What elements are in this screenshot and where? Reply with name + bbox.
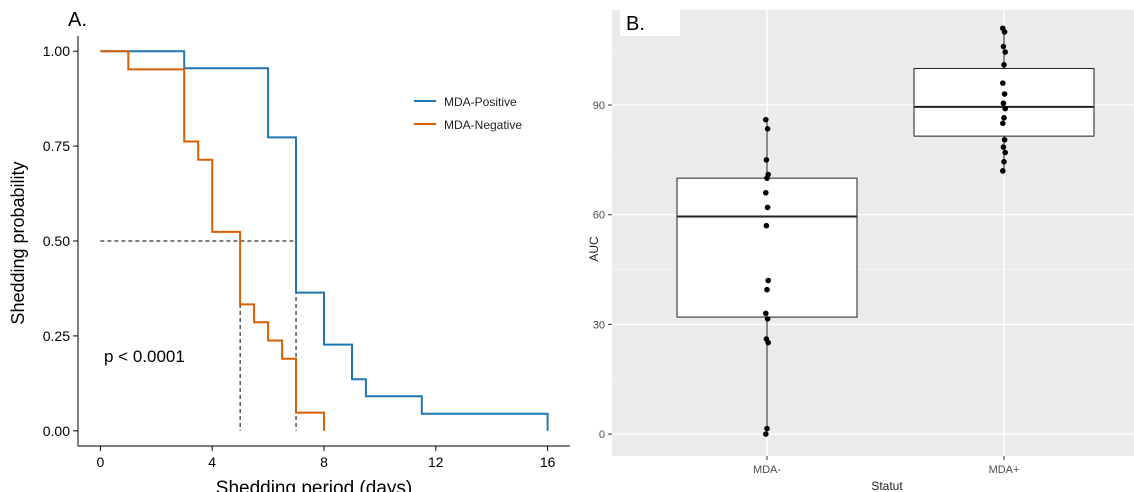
series-line-mda-positive	[100, 50, 549, 431]
y-tick-label: 0.75	[43, 138, 70, 154]
y-tick-label: 0.50	[43, 233, 70, 249]
panel-a-legend: MDA-Positive MDA-Negative	[414, 95, 522, 132]
data-point-mda-negative	[764, 126, 771, 132]
panel-b-boxes	[676, 25, 1095, 437]
data-point-mda-positive	[1001, 136, 1008, 143]
data-point-mda-positive	[1000, 120, 1006, 127]
data-point-mda-negative	[763, 336, 770, 342]
series-line-mda-negative	[100, 50, 325, 431]
y-tick-label: 30	[593, 319, 605, 331]
panel-b-x-axis-title: Statut	[871, 479, 903, 492]
data-point-mda-positive	[1000, 168, 1006, 174]
data-point-mda-negative	[763, 431, 769, 437]
p-value-annotation: p < 0.0001	[104, 347, 185, 366]
panel-a-x-axis-title: Shedding period (days)	[216, 478, 412, 492]
data-point-mda-positive	[1000, 144, 1007, 150]
data-point-mda-positive	[1001, 158, 1007, 165]
data-point-mda-positive	[1002, 49, 1008, 55]
panel-a-y-axis-title: Shedding probability	[8, 161, 28, 324]
panel-a-axes: 0 4 8 12 16 0.00 0.25 0.50 0.75 1.00	[43, 36, 570, 470]
data-point-mda-negative	[763, 189, 769, 196]
data-point-mda-negative	[764, 286, 770, 293]
panel-a-series	[100, 50, 549, 431]
data-point-mda-negative	[765, 171, 771, 178]
data-point-mda-negative	[763, 116, 769, 123]
x-tick-label: 12	[428, 454, 444, 470]
data-point-mda-positive	[1000, 25, 1006, 32]
panel-b-label-background	[620, 10, 680, 36]
x-tick-label: MDA-	[753, 464, 781, 476]
legend-label-mda-positive: MDA-Positive	[444, 95, 517, 109]
data-point-mda-negative	[763, 157, 770, 163]
data-point-mda-negative	[764, 204, 771, 211]
data-point-mda-negative	[764, 316, 771, 322]
panel-b-box-chart: 0 30 60 90 MDA- MDA+ B. Statut AUC	[587, 10, 1134, 492]
data-point-mda-positive	[1002, 105, 1008, 112]
panel-a-label: A.	[68, 9, 87, 31]
x-tick-label: 8	[320, 454, 328, 470]
legend-label-mda-negative: MDA-Negative	[444, 118, 522, 132]
panel-b-axes: 0 30 60 90 MDA- MDA+	[593, 100, 1020, 476]
data-point-mda-positive	[1000, 43, 1007, 50]
data-point-mda-negative	[763, 310, 769, 317]
y-tick-label: 0.00	[43, 423, 70, 439]
data-point-mda-positive	[1002, 149, 1008, 156]
box-mda-negative	[676, 177, 858, 318]
panel-b-y-axis-title: AUC	[587, 236, 601, 262]
x-tick-label: 4	[208, 454, 216, 470]
x-tick-label: 0	[96, 454, 104, 470]
x-tick-label: MDA+	[989, 464, 1020, 476]
data-point-mda-positive	[1001, 62, 1007, 68]
y-tick-label: 0	[599, 429, 605, 441]
data-point-mda-positive	[1000, 80, 1006, 86]
panel-b-label: B.	[626, 13, 645, 35]
data-point-mda-positive	[1001, 115, 1007, 121]
y-tick-label: 1.00	[43, 43, 70, 59]
x-tick-label: 16	[540, 454, 556, 470]
data-point-mda-negative	[765, 277, 771, 284]
data-point-mda-positive	[1001, 91, 1008, 97]
data-point-mda-negative	[763, 222, 770, 229]
y-tick-label: 60	[593, 210, 605, 222]
y-tick-label: 90	[593, 100, 605, 112]
panel-a-survival-chart: A. 0 4 8 12 16 0.00 0.25 0.50 0.75 1.00 MDA-Posit…	[8, 9, 570, 492]
panel-a-median-guides	[100, 240, 297, 431]
data-point-mda-positive	[1000, 100, 1007, 107]
data-point-mda-negative	[764, 425, 770, 432]
y-tick-label: 0.25	[43, 328, 70, 344]
